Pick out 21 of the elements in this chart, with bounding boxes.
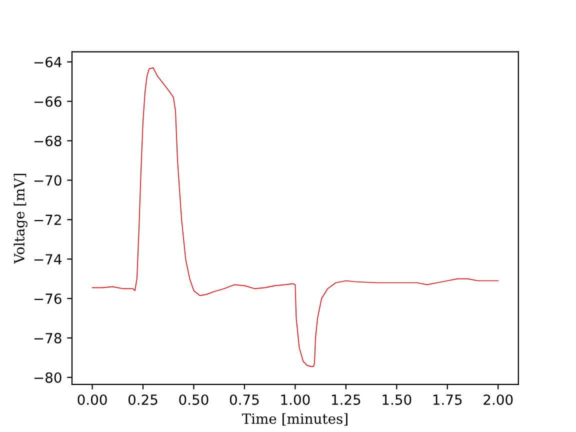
x-tick-label: 0.50 — [179, 394, 208, 405]
y-tick-label: −76 — [34, 293, 62, 304]
x-axis-title: Time [minutes] — [242, 413, 348, 426]
y-tick-label: −66 — [34, 96, 62, 107]
x-tick-label: 1.50 — [382, 394, 412, 405]
y-tick-label: −64 — [34, 56, 62, 68]
y-tick-label: −74 — [34, 254, 62, 264]
x-tick-label: 1.25 — [332, 394, 360, 405]
y-tick-label: −78 — [34, 332, 62, 344]
y-tick-label: −72 — [34, 214, 61, 225]
x-tick-label: 0.25 — [128, 394, 158, 405]
x-tick-label: 1.75 — [433, 394, 462, 405]
y-tick-label: −70 — [34, 175, 62, 186]
line-series — [92, 67, 499, 367]
y-tick-label: −80 — [34, 372, 62, 383]
y-tick-label: −68 — [34, 136, 62, 146]
y-axis-title: Voltage [mV] — [14, 174, 28, 264]
x-tick-label: 1.00 — [281, 394, 310, 405]
x-tick-label: 0.75 — [230, 394, 259, 405]
x-tick-label: 0.00 — [78, 394, 107, 405]
x-tick-label: 2.00 — [484, 394, 513, 405]
